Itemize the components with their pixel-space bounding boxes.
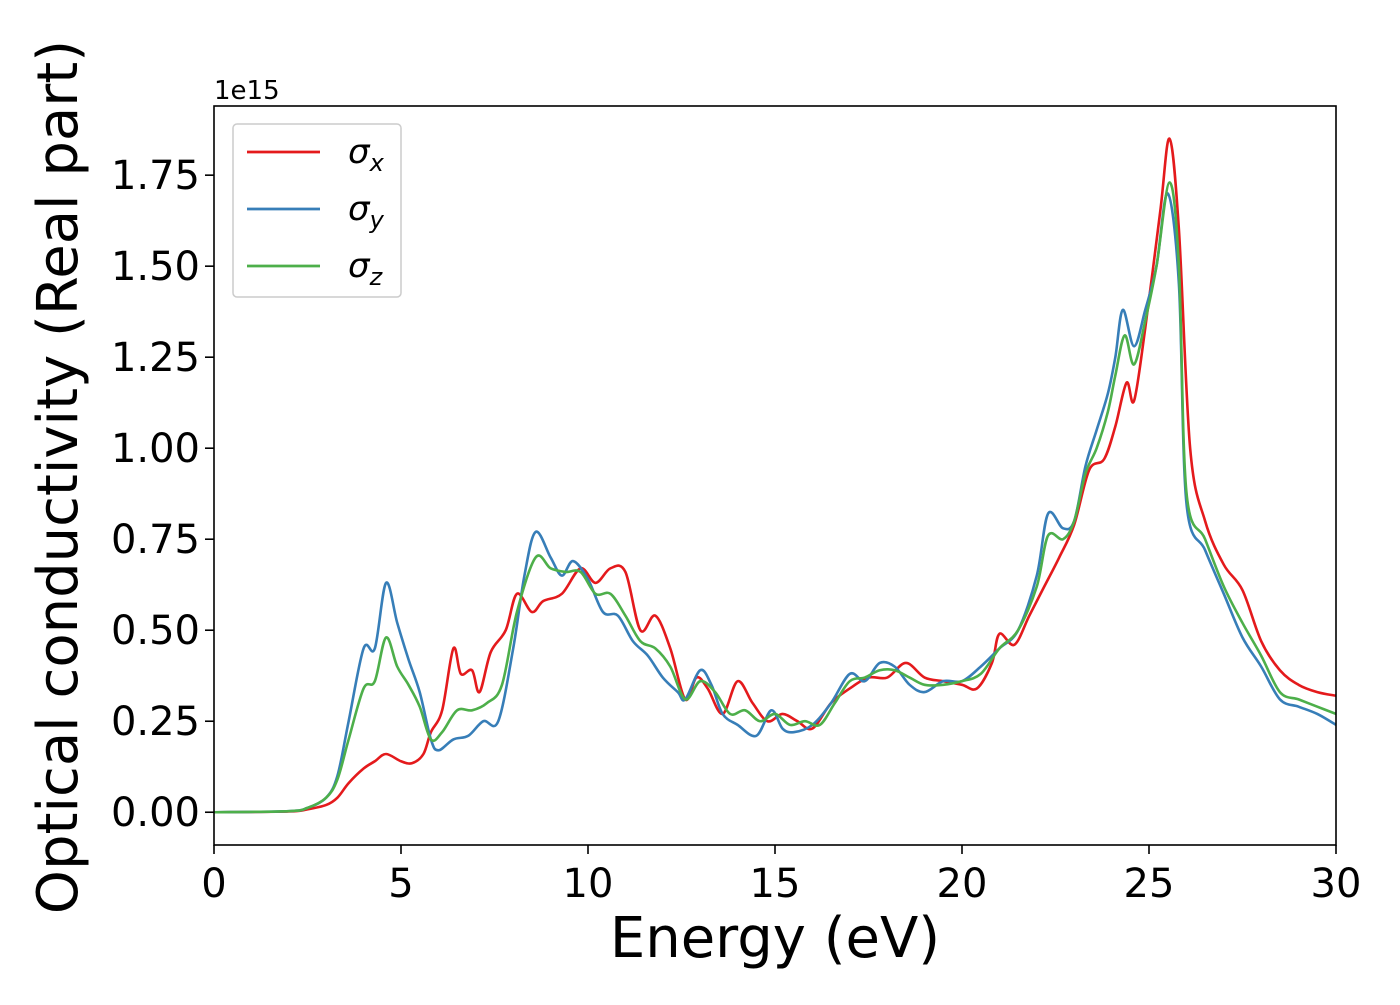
x-axis-ticks: 0 5 10 15 20 25 30 (201, 845, 1361, 907)
y-tick-label: 1.50 (111, 244, 200, 290)
legend-entries: σx σy σz (247, 132, 385, 291)
y-offset-label: 1e15 (214, 76, 280, 106)
x-axis-label: Energy (eV) (610, 906, 940, 971)
legend-box (232, 123, 402, 298)
series-layer (214, 137, 1336, 814)
x-tick-label: 10 (563, 861, 614, 907)
legend-label-z: σz (348, 246, 384, 291)
series-line-z (214, 181, 1336, 814)
legend-label-y: σy (348, 189, 385, 234)
y-tick-label: 1.25 (111, 335, 200, 381)
x-tick-label: 5 (388, 861, 413, 907)
y-tick-label: 1.75 (111, 153, 200, 199)
x-tick-label: 30 (1311, 861, 1362, 907)
legend: σx σy σz (232, 123, 402, 298)
y-tick-label: 1.00 (111, 426, 200, 472)
y-tick-label: 0.00 (111, 790, 200, 836)
y-tick-label: 0.25 (111, 699, 200, 745)
x-tick-label: 20 (937, 861, 988, 907)
y-tick-label: 0.50 (111, 608, 200, 654)
x-tick-label: 15 (750, 861, 801, 907)
y-axis-ticks: 0.00 0.25 0.50 0.75 1.00 1.25 1.50 1.75 (111, 153, 214, 836)
x-tick-label: 25 (1124, 861, 1175, 907)
y-tick-label: 0.75 (111, 517, 200, 563)
legend-label-x: σx (348, 132, 385, 177)
x-tick-label: 0 (201, 861, 226, 907)
y-axis-label: Optical conductivity (Real part) (26, 40, 91, 914)
